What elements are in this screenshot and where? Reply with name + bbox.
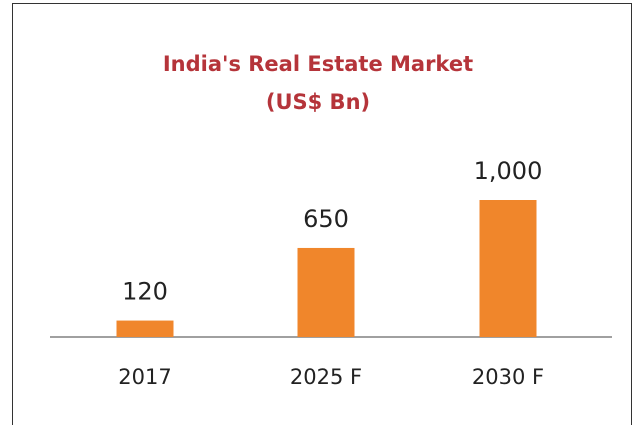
value-label: 120 [122,278,168,306]
value-label: 1,000 [474,157,543,185]
chart-subtitle: (US$ Bn) [266,90,370,114]
chart-title: India's Real Estate Market [163,52,473,76]
x-tick-label: 2025 F [290,365,362,389]
bar [479,200,537,337]
x-tick-label: 2030 F [472,365,544,389]
bar [297,247,355,337]
value-label: 650 [303,205,349,233]
x-tick-label: 2017 [118,365,171,389]
bar [116,320,174,337]
frame [12,3,632,425]
